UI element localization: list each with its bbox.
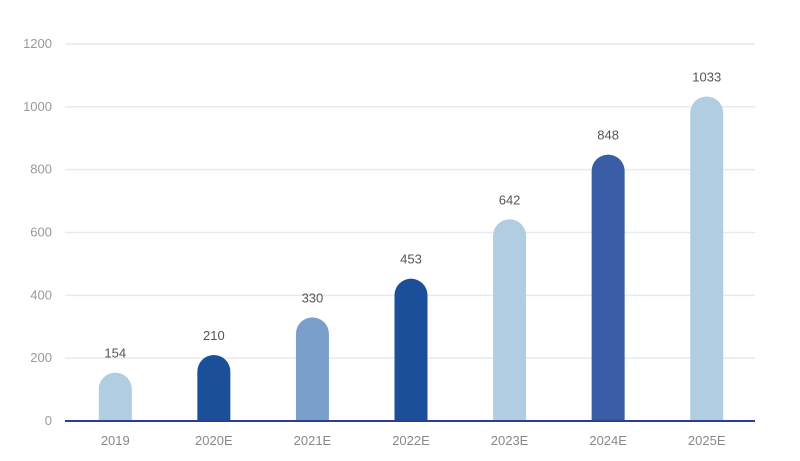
x-tick-label: 2024E [589,433,627,448]
bar-2024E [591,154,625,422]
data-label: 848 [597,128,619,143]
data-label: 154 [104,346,126,361]
x-tick-label: 2019 [101,433,130,448]
y-tick-label: 400 [30,287,52,302]
bar-2022E [394,278,428,421]
data-label: 330 [302,290,324,305]
y-tick-label: 800 [30,162,52,177]
bar-2025E [690,96,724,421]
x-tick-label: 2020E [195,433,233,448]
bar-2019 [98,372,132,421]
data-label: 453 [400,252,422,267]
y-tick-label: 0 [45,413,52,428]
y-tick-label: 1200 [23,36,52,51]
x-tick-label: 2025E [688,433,726,448]
x-tick-label: 2021E [294,433,332,448]
y-tick-label: 1000 [23,99,52,114]
data-label: 642 [499,192,521,207]
x-tick-label: 2022E [392,433,430,448]
data-label: 1033 [692,69,721,84]
bar-2021E [295,317,329,421]
bar-2023E [493,219,527,421]
y-tick-label: 200 [30,350,52,365]
x-tick-label: 2023E [491,433,529,448]
y-tick-label: 600 [30,225,52,240]
data-label: 210 [203,328,225,343]
bar-2020E [197,355,231,421]
